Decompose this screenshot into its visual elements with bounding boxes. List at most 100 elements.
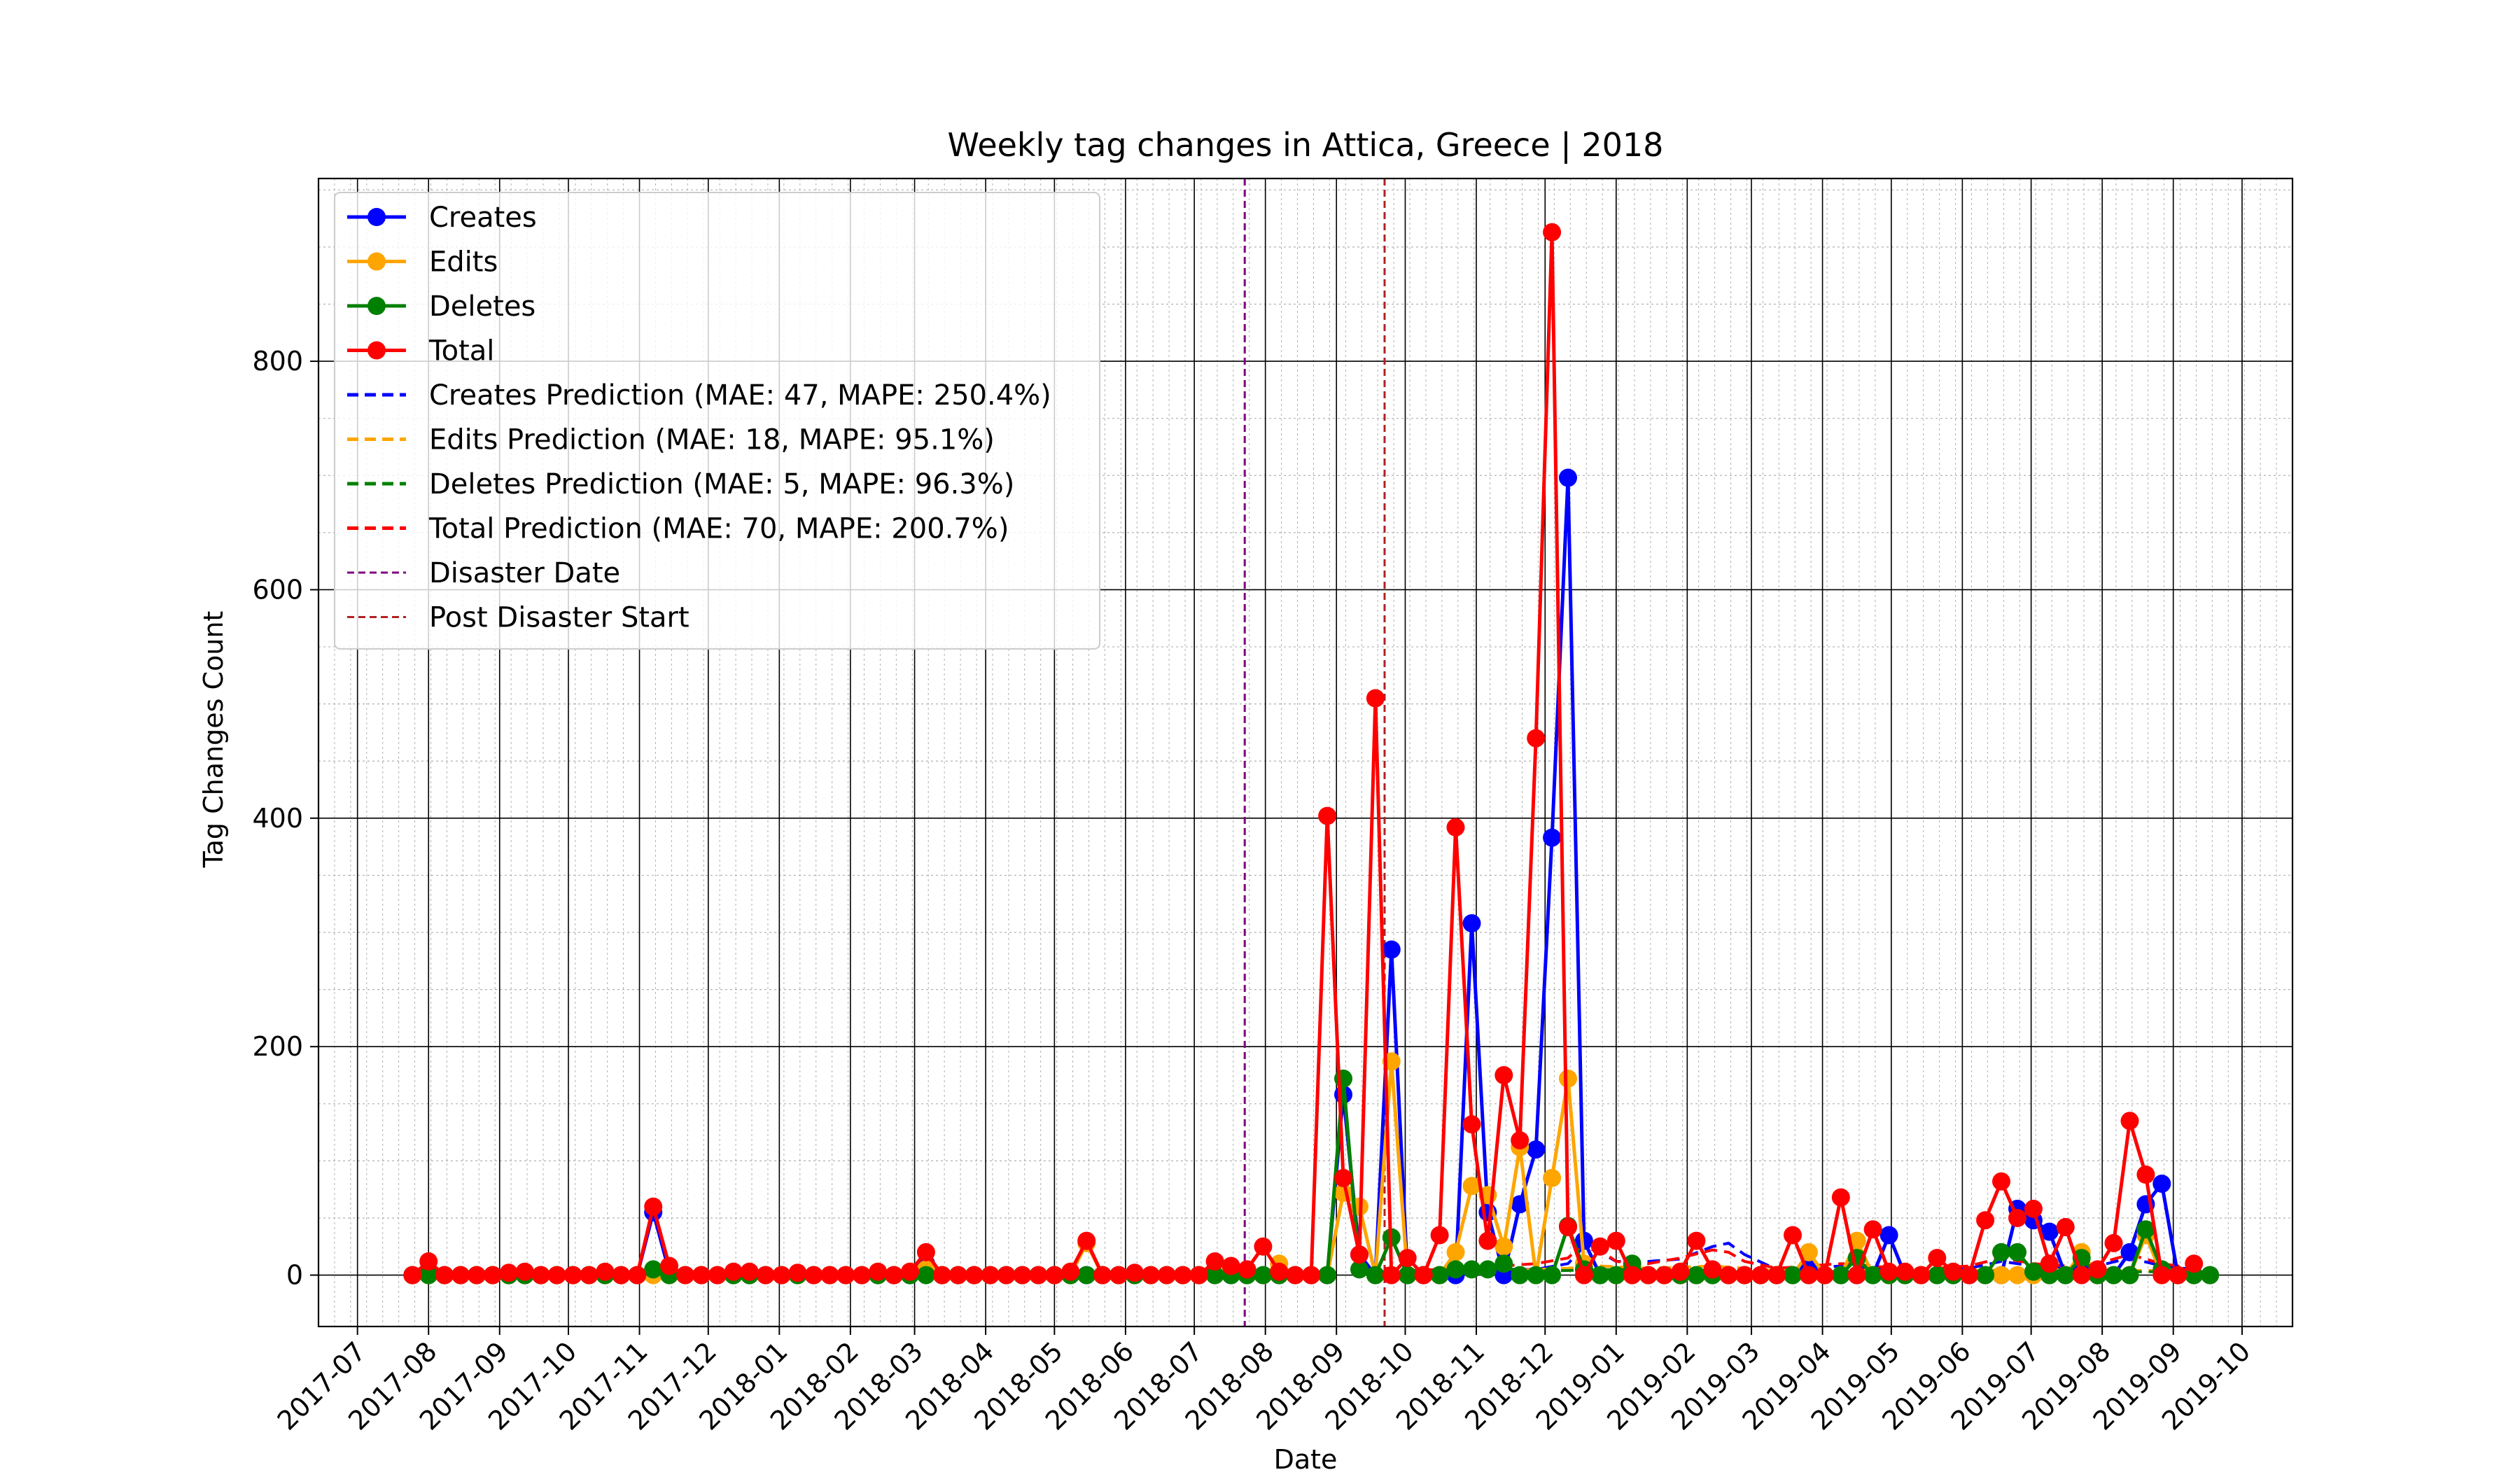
deletes-point: [1511, 1266, 1530, 1284]
total-point: [1511, 1131, 1530, 1149]
deletes-point: [1446, 1260, 1465, 1279]
total-point: [853, 1266, 872, 1284]
legend-marker-total: [368, 341, 386, 360]
edits-point: [2008, 1266, 2026, 1284]
total-point: [1173, 1266, 1192, 1284]
total-point: [1944, 1262, 1963, 1281]
total-point: [403, 1266, 422, 1284]
total-point: [804, 1266, 823, 1284]
deletes-point: [2120, 1266, 2139, 1284]
total-point: [1029, 1266, 1048, 1284]
y-tick-label: 200: [252, 1031, 303, 1062]
total-point: [1928, 1249, 1947, 1268]
total-point: [948, 1266, 967, 1284]
creates-point: [2120, 1242, 2139, 1261]
legend-label-deletes: Deletes: [429, 290, 536, 323]
edits-point: [1543, 1168, 1562, 1187]
creates-point: [1543, 828, 1562, 847]
deletes-point: [1784, 1266, 1802, 1284]
total-point: [1671, 1262, 1690, 1281]
total-point: [612, 1266, 631, 1284]
total-point: [1912, 1266, 1931, 1284]
total-point: [981, 1266, 1000, 1284]
total-point: [1205, 1252, 1224, 1270]
total-point: [1527, 729, 1546, 748]
total-point: [1126, 1264, 1144, 1282]
total-point: [1992, 1172, 2010, 1191]
deletes-point: [1687, 1266, 1706, 1284]
total-point: [1639, 1266, 1658, 1284]
legend-label-deletes-prediction: Deletes Prediction (MAE: 5, MAPE: 96.3%): [429, 468, 1014, 500]
total-point: [1382, 1266, 1401, 1284]
total-point: [2056, 1218, 2075, 1236]
legend-label-creates: Creates: [429, 202, 537, 234]
total-point: [2185, 1254, 2204, 1273]
legend-label-total-prediction: Total Prediction (MAE: 70, MAPE: 200.7%): [428, 513, 1009, 545]
legend-label-creates-prediction: Creates Prediction (MAE: 47, MAPE: 250.4…: [429, 379, 1051, 412]
total-point: [1574, 1266, 1593, 1284]
legend-marker-creates: [368, 208, 386, 226]
total-point: [564, 1266, 582, 1284]
total-point: [1606, 1231, 1625, 1250]
deletes-point: [1543, 1266, 1562, 1284]
total-point: [1366, 689, 1385, 708]
total-point: [1446, 818, 1465, 836]
total-point: [901, 1262, 919, 1281]
total-point: [869, 1262, 888, 1281]
total-point: [499, 1264, 518, 1282]
total-point: [1318, 806, 1337, 825]
total-point: [1110, 1266, 1128, 1284]
total-point: [692, 1266, 710, 1284]
total-point: [644, 1197, 663, 1216]
total-point: [1735, 1266, 1754, 1284]
total-point: [932, 1266, 951, 1284]
deletes-point: [1318, 1266, 1337, 1284]
total-point: [596, 1262, 615, 1281]
legend-label-edits-prediction: Edits Prediction (MAE: 18, MAPE: 95.1%): [429, 424, 995, 456]
total-point: [916, 1242, 935, 1261]
total-point: [2169, 1266, 2188, 1284]
deletes-point: [1430, 1266, 1449, 1284]
total-point: [1896, 1262, 1914, 1281]
total-point: [1768, 1266, 1786, 1284]
total-point: [2040, 1254, 2059, 1273]
total-point: [451, 1266, 470, 1284]
total-point: [531, 1266, 550, 1284]
total-point: [997, 1266, 1016, 1284]
creates-point: [1559, 468, 1577, 487]
total-point: [1815, 1266, 1834, 1284]
total-point: [1462, 1115, 1481, 1134]
deletes-point: [2136, 1220, 2155, 1239]
total-point: [628, 1266, 647, 1284]
y-tick-label: 600: [252, 574, 303, 605]
legend-marker-edits: [368, 252, 386, 271]
total-point: [435, 1266, 454, 1284]
legend: Creates Edits Deletes Total Creates Predicti…: [334, 192, 1100, 650]
total-point: [836, 1266, 855, 1284]
edits-point: [1494, 1237, 1513, 1256]
total-point: [1559, 1218, 1577, 1236]
deletes-point: [1590, 1266, 1609, 1284]
total-point: [1784, 1226, 1802, 1245]
edits-point: [1559, 1069, 1577, 1088]
x-axis-label: Date: [1274, 1444, 1338, 1470]
total-point: [2104, 1233, 2123, 1252]
total-point: [419, 1252, 438, 1270]
deletes-point: [1992, 1242, 2010, 1261]
total-point: [1334, 1168, 1352, 1187]
deletes-point: [1398, 1266, 1417, 1284]
total-point: [2120, 1112, 2139, 1130]
total-point: [1141, 1266, 1160, 1284]
legend-label-edits: Edits: [429, 246, 498, 279]
edits-point: [1992, 1266, 2010, 1284]
y-tick-label: 400: [252, 803, 303, 834]
total-point: [1703, 1260, 1722, 1279]
creates-point: [1527, 1140, 1546, 1159]
total-point: [483, 1266, 502, 1284]
total-point: [547, 1266, 566, 1284]
deletes-point: [2008, 1242, 2026, 1261]
total-point: [1430, 1226, 1449, 1245]
total-point: [1623, 1266, 1642, 1284]
total-point: [1302, 1266, 1321, 1284]
